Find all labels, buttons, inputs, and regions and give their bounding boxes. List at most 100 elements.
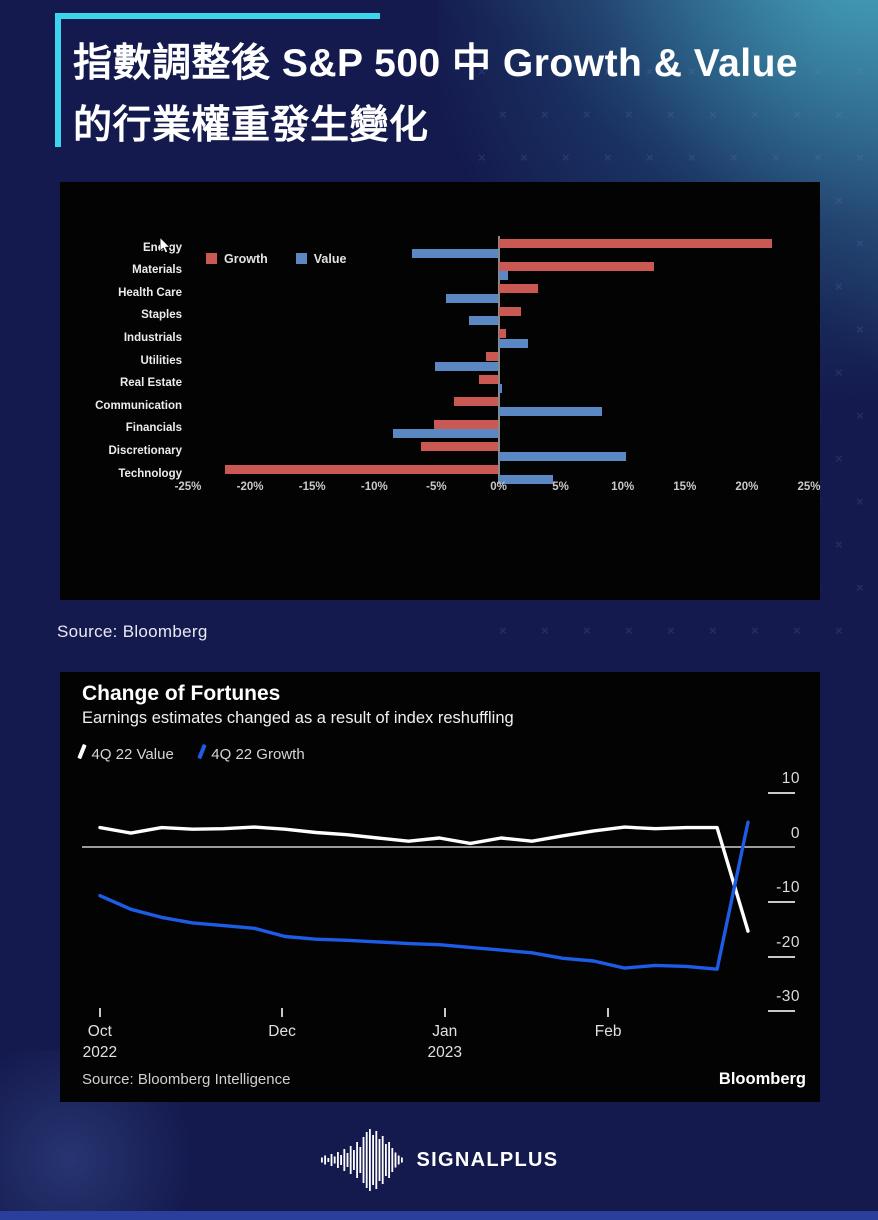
bar-value-discretionary [498,451,627,461]
x-glyph: × [835,623,843,638]
x-glyph: × [856,236,864,251]
value-legend-swatch [295,253,307,264]
legend-item-4q22-growth: 4Q 22 Growth [197,743,305,763]
x-glyph: × [667,623,675,638]
bar-growth-communication [453,397,499,407]
x-tick-label-jan: Jan 2023 [410,1021,480,1063]
bar-growth-financials [433,419,499,429]
change-of-fortunes-chart-panel: Change of Fortunes Earnings estimates ch… [60,672,820,1102]
bar-growth-energy [498,239,772,248]
x-axis-label-20: -20% [236,481,264,493]
waveform-bar [352,1150,355,1170]
waveform-bar [368,1129,371,1191]
x-glyph: × [541,623,549,638]
waveform-bar [349,1146,352,1174]
waveform-bar [362,1137,364,1183]
bar-growth-industrials [498,329,506,339]
y-tick-label-20: -20 [776,933,800,951]
x-tick-line2: 2022 [82,1044,118,1061]
waveform-bar [330,1154,332,1166]
y-tick-mark [768,955,795,958]
bar-value-utilities [435,361,499,371]
bar-value-technology [498,474,554,484]
page-title-line2: 的行業權重發生變化 [73,104,429,147]
bar-value-staples [468,316,499,326]
x-axis-label-20: 20% [735,481,759,493]
x-axis-label-15: -15% [298,481,326,493]
category-label-communication: Communication [95,399,182,412]
x-glyph: × [751,623,759,638]
waveform-bar [374,1131,377,1189]
waveform-bar [346,1153,348,1167]
bottom-accent-strip [0,1211,878,1220]
x-glyph: × [835,193,843,208]
x-glyph: × [835,279,843,294]
category-label-utilities: Utilities [140,354,182,367]
value-line-legend-label: 4Q 22 Value [91,746,174,763]
waveform-bar [336,1152,339,1168]
waveform-bar [387,1142,390,1178]
bar-growth-health-care [498,284,539,294]
y-tick-label-0: 0 [790,824,800,842]
x-tick-line2: 2023 [427,1044,462,1061]
legend-item-growth: Growth [206,252,268,266]
x-axis-label-0: 0% [490,481,507,493]
waveform-bar [320,1157,323,1163]
waveform-bar [365,1132,368,1188]
right-y-axis: 10 0 -10 -20 -30 [750,672,800,1102]
waveform-bar [394,1152,396,1168]
bar-growth-materials [498,261,654,271]
bar-value-communication [498,406,602,416]
bar-growth-real-estate [478,374,499,384]
category-label-materials: Materials [132,264,182,277]
x-glyph: × [835,107,843,122]
x-tick-line1: Jan [432,1023,458,1040]
legend-item-value: Value [295,252,347,266]
x-glyph: × [856,494,864,509]
waveform-bar [358,1147,361,1173]
x-glyph: × [835,365,843,380]
line-4q-22-growth [98,820,750,971]
y-tick-label-10: -10 [776,879,800,897]
waveform-bar [397,1155,400,1165]
category-label-discretionary: Discretionary [108,444,182,457]
growth-legend-swatch [206,253,217,264]
bar-growth-technology [225,465,499,474]
bar-value-materials [498,271,509,281]
growth-line-legend-label: 4Q 22 Growth [211,746,305,763]
category-label-financials: Financials [125,422,182,435]
x-glyph: × [856,408,864,423]
chart-title: Change of Fortunes [82,682,281,705]
x-glyph: × [709,623,717,638]
x-axis-label-25: 25% [797,481,821,493]
x-glyph: × [625,623,633,638]
zero-gridline [82,846,795,848]
bar-value-energy [411,248,499,258]
x-tick-line1: Feb [594,1023,622,1040]
y-tick-mark [768,901,795,904]
page-title: 指數調整後 S&P 500 中 Growth & Value 的行業權重發生變化 [73,33,798,157]
x-axis-label-15: 15% [673,481,697,493]
x-tick-mark [98,1008,101,1017]
waveform-bar [371,1135,374,1185]
waveform-bar [400,1157,403,1163]
bar-value-real-estate [498,384,503,394]
y-tick-label-10: 10 [781,770,800,788]
x-glyph: × [814,64,822,79]
title-accent-line-left [55,13,61,147]
line-4q-22-value [98,825,750,933]
bar-growth-discretionary [421,442,499,452]
chart-subtitle: Earnings estimates changed as a result o… [82,709,514,727]
waveform-bar [384,1144,387,1176]
x-axis-label-10: -10% [360,481,388,493]
waveform-bar [381,1136,384,1184]
x-tick-label-oct: Oct 2022 [65,1021,135,1063]
signalplus-wordmark: SIGNALPLUS [416,1148,559,1171]
chart-source: Source: Bloomberg Intelligence [82,1071,291,1088]
x-glyph: × [856,64,864,79]
x-tick-label-dec: Dec [247,1021,317,1042]
x-axis-label-10: 10% [611,481,635,493]
value-legend-label: Value [313,252,347,266]
waveform-bar [342,1149,345,1171]
x-tick-mark [281,1008,284,1017]
